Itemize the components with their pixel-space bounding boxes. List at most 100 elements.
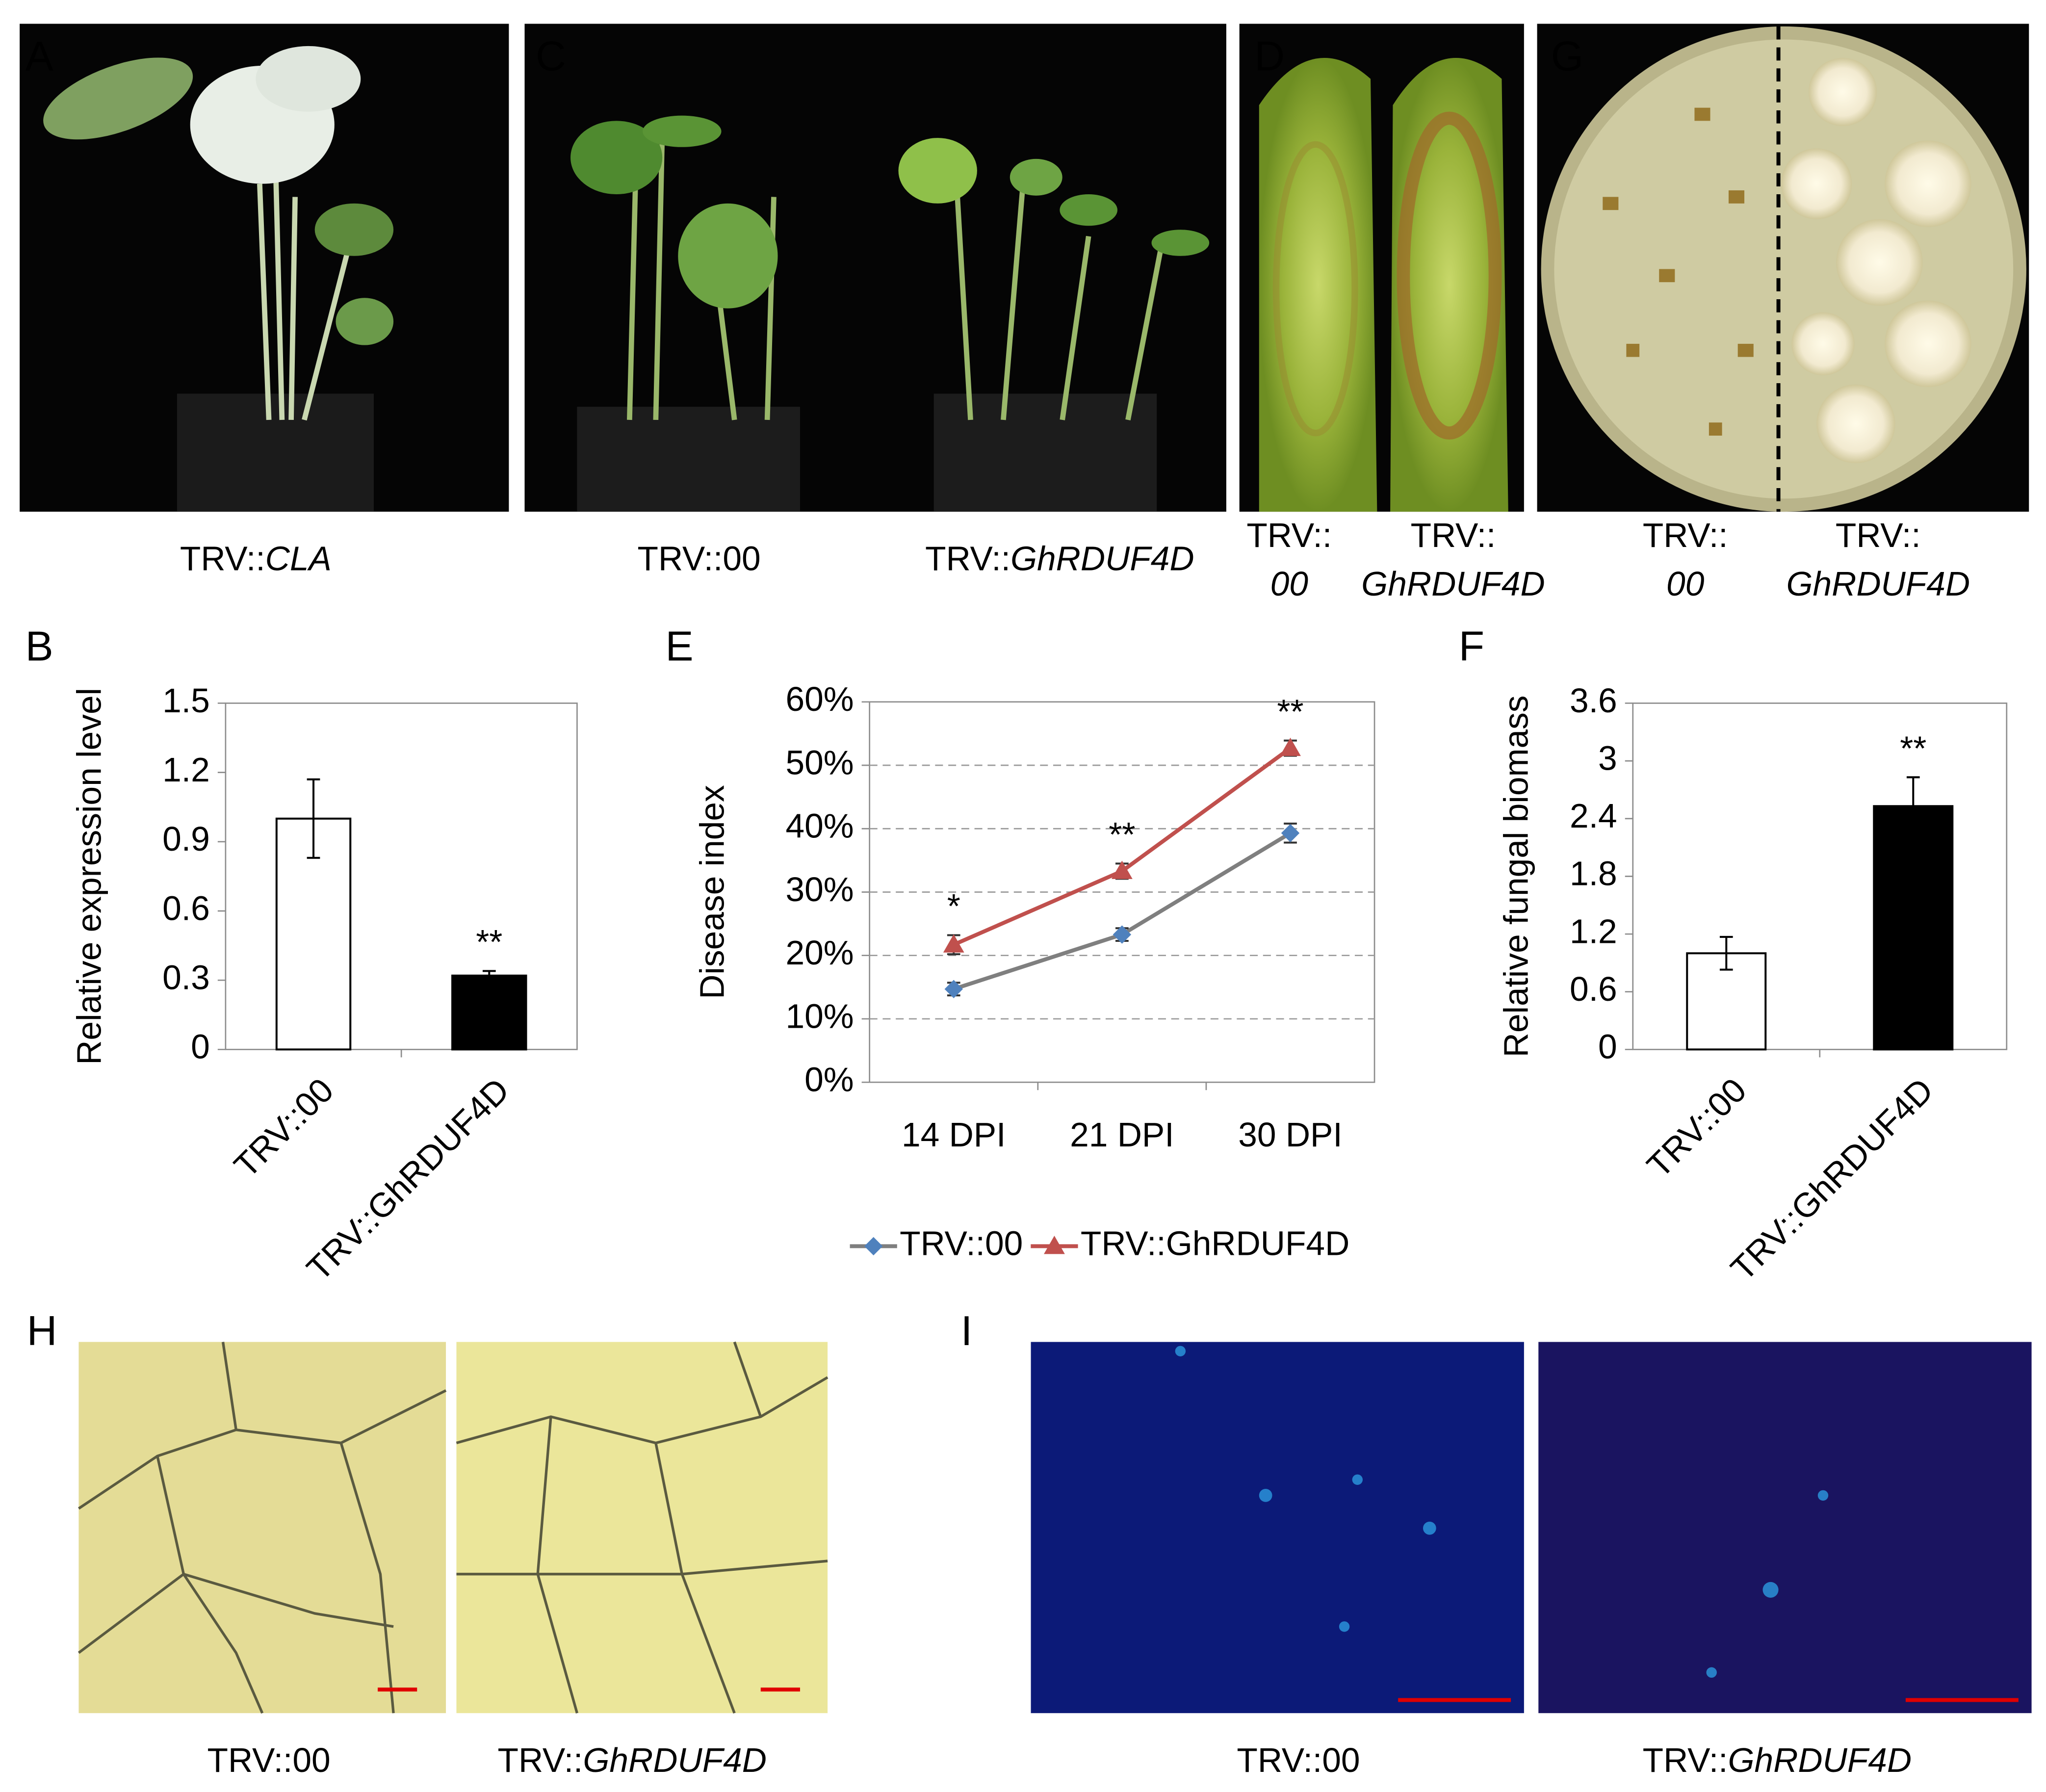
significance: ** <box>1109 815 1135 854</box>
y-axis-label: Disease index <box>693 785 731 999</box>
plate-g <box>1541 26 2026 512</box>
panel-letter: G <box>1551 33 1584 79</box>
error-bar <box>482 970 496 982</box>
legend-marker <box>1044 1235 1065 1254</box>
caption-text: TRV:: <box>925 540 1010 578</box>
y-tick-label: 1.8 <box>1570 855 1617 893</box>
y-tick-label: 1.5 <box>162 681 210 720</box>
legend-label: TRV::GhRDUF4D <box>1081 1224 1349 1263</box>
caption-italic: 00 <box>1666 565 1705 603</box>
marker <box>944 980 963 998</box>
x-tick-label: TRV::GhRDUF4D <box>1723 1071 1941 1288</box>
caption: TRV:: <box>1246 516 1332 554</box>
y-tick-label: 0.3 <box>162 959 210 997</box>
caption-text: TRV:: <box>498 1741 583 1779</box>
error-bar <box>1906 776 1920 836</box>
significance: ** <box>476 923 502 961</box>
y-tick-label: 1.2 <box>162 751 210 789</box>
y-tick-label: 20% <box>785 934 854 972</box>
y-tick-label: 40% <box>785 807 854 845</box>
y-tick-label: 0 <box>1598 1028 1617 1066</box>
panel-letter: C <box>536 33 566 79</box>
x-tick-label: TRV::00 <box>1639 1071 1754 1185</box>
marker <box>1281 824 1300 843</box>
significance: * <box>947 887 960 925</box>
x-tick-label: 21 DPI <box>1070 1116 1174 1154</box>
caption: TRV:: <box>1643 516 1728 554</box>
marker <box>1111 860 1133 879</box>
y-tick-label: 0.9 <box>162 820 210 858</box>
stems-d <box>1259 57 1508 512</box>
caption-text: TRV::00 <box>1237 1741 1360 1779</box>
significance: ** <box>1277 693 1303 731</box>
chart: B Relative expression level 0 0.3 0.6 0.9 1.2 1… <box>26 623 578 1288</box>
plants-c <box>570 115 1210 512</box>
caption-italic: 00 <box>1270 565 1309 603</box>
y-tick-label: 0 <box>191 1028 210 1066</box>
y-tick-label: 10% <box>785 997 854 1035</box>
caption: TRV:: <box>1836 516 1921 554</box>
y-tick-label: 1.2 <box>1570 912 1617 950</box>
panel-letter: A <box>26 33 53 79</box>
series-line <box>953 831 1292 991</box>
plant-a <box>43 46 394 512</box>
caption: TRV::GhRDUF4D <box>498 1741 767 1779</box>
panel-letter: B <box>26 623 53 670</box>
caption-italic: GhRDUF4D <box>583 1741 767 1779</box>
panel-letter: D <box>1254 33 1285 79</box>
photos <box>20 24 2032 1714</box>
caption: TRV::GhRDUF4D <box>1643 1741 1912 1779</box>
bar <box>451 974 527 1051</box>
caption-italic: GhRDUF4D <box>1728 1741 1912 1779</box>
marker <box>1280 737 1301 756</box>
significance: ** <box>1900 729 1926 767</box>
panel-letter: E <box>665 623 693 670</box>
legend-label: TRV::00 <box>900 1224 1023 1263</box>
y-tick-label: 50% <box>785 743 854 781</box>
y-tick-label: 3 <box>1598 739 1617 777</box>
chart: E Disease index 0% 10% 20% 30% 40% 50% 60% 14 DPI… <box>665 623 1375 1263</box>
caption: TRV::GhRDUF4D <box>925 540 1194 578</box>
caption: TRV:: <box>1411 516 1496 554</box>
caption: TRV::00 <box>1237 1741 1360 1779</box>
caption-text: TRV:: <box>1643 1741 1728 1779</box>
photo-h <box>78 1341 829 1714</box>
caption-italic: GhRDUF4D <box>1010 540 1194 578</box>
caption-italic: GhRDUF4D <box>1786 565 1970 603</box>
panel-letter: I <box>961 1308 973 1354</box>
y-tick-label: 30% <box>785 870 854 909</box>
caption-italic: GhRDUF4D <box>1361 565 1545 603</box>
y-tick-label: 2.4 <box>1570 797 1617 835</box>
x-tick-label: TRV::00 <box>227 1071 341 1185</box>
legend-marker <box>864 1237 883 1256</box>
panel-letter: H <box>27 1308 57 1354</box>
x-tick-label: 14 DPI <box>902 1116 1006 1154</box>
charts: B Relative expression level 0 0.3 0.6 0.9 1.2 1… <box>26 623 2008 1288</box>
y-tick-label: 0.6 <box>1570 970 1617 1008</box>
caption: TRV::00 <box>207 1741 331 1779</box>
caption-text: TRV:: <box>180 540 265 578</box>
y-axis-label: Relative fungal biomass <box>1497 695 1535 1057</box>
chart: F Relative fungal biomass 0 0.6 1.2 1.8 2.4 3 3.… <box>1459 623 2008 1288</box>
caption-italic: CLA <box>265 540 332 578</box>
y-tick-label: 60% <box>785 680 854 718</box>
panel-letter: F <box>1459 623 1484 670</box>
marker <box>1113 925 1132 944</box>
y-tick-label: 0% <box>804 1061 854 1099</box>
error-bar <box>307 778 320 859</box>
photo-i <box>1031 1342 2032 1714</box>
caption-text: TRV::00 <box>638 540 761 578</box>
y-axis-label: Relative expression level <box>70 688 108 1065</box>
x-tick-label: 30 DPI <box>1238 1116 1342 1154</box>
caption: TRV::00 <box>638 540 761 578</box>
bar <box>1873 805 1954 1051</box>
caption: TRV::CLA <box>180 540 332 578</box>
error-bar <box>1719 935 1733 971</box>
marker <box>943 934 964 953</box>
y-tick-label: 0.6 <box>162 889 210 927</box>
caption-text: TRV::00 <box>207 1741 331 1779</box>
y-tick-label: 3.6 <box>1570 681 1617 720</box>
